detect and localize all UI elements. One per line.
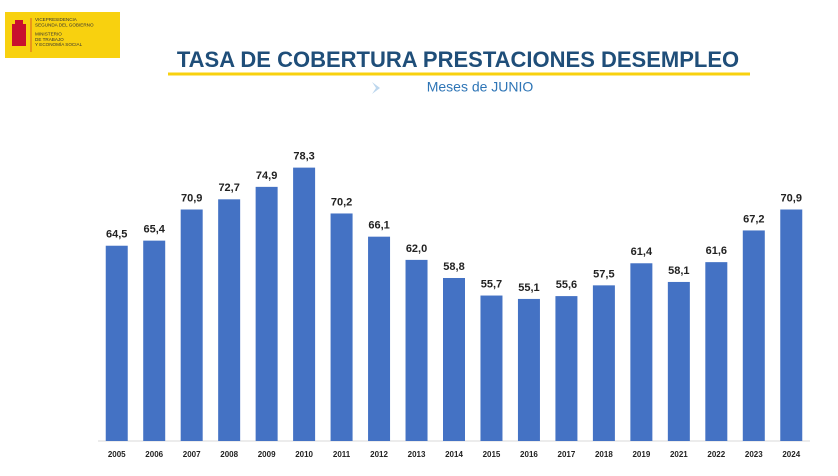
bar <box>592 285 615 441</box>
x-tick-label: 2014 <box>445 450 463 459</box>
value-label: 67,2 <box>743 213 764 225</box>
value-label: 61,4 <box>631 246 653 258</box>
value-label: 55,1 <box>518 282 539 294</box>
x-tick-label: 2009 <box>258 450 276 459</box>
value-label: 55,7 <box>481 278 502 290</box>
x-tick-label: 2016 <box>520 450 538 459</box>
x-tick-label: 2007 <box>183 450 201 459</box>
value-label: 70,9 <box>781 192 802 204</box>
logo-text: VICEPRESIDENCIA <box>35 17 78 22</box>
x-tick-label: 2017 <box>558 450 576 459</box>
bar <box>330 213 353 441</box>
bar <box>667 281 690 441</box>
value-label: 61,6 <box>706 245 727 257</box>
value-label: 72,7 <box>218 182 239 194</box>
bar <box>255 186 278 441</box>
bar <box>705 262 728 441</box>
bar <box>218 199 241 441</box>
x-tick-label: 2015 <box>483 450 501 459</box>
logo-text: MINISTERIO <box>35 32 62 37</box>
x-tick-label: 2021 <box>670 450 688 459</box>
bar <box>742 230 765 441</box>
x-tick-label: 2018 <box>595 450 613 459</box>
bar <box>180 209 203 441</box>
bar <box>405 259 428 441</box>
crown <box>15 20 23 25</box>
value-label: 62,0 <box>406 243 427 255</box>
x-tick-label: 2011 <box>333 450 351 459</box>
x-tick-label: 2005 <box>108 450 126 459</box>
value-label: 55,6 <box>556 279 577 291</box>
logo-text: DE TRABAJO <box>35 37 64 42</box>
x-tick-label: 2023 <box>745 450 763 459</box>
bar <box>368 236 391 441</box>
x-tick-label: 2006 <box>145 450 163 459</box>
bar <box>480 295 503 441</box>
value-label: 58,8 <box>443 261 464 273</box>
chevron <box>372 82 380 94</box>
x-tick-label: 2022 <box>707 450 725 459</box>
x-tick-label: 2012 <box>370 450 388 459</box>
value-label: 64,5 <box>106 229 127 241</box>
chart-title: TASA DE COBERTURA PRESTACIONES DESEMPLEO <box>177 47 739 72</box>
x-tick-label: 2010 <box>295 450 313 459</box>
logo-text: SEGUNDA DEL GOBIERNO <box>35 22 94 27</box>
coat-of-arms <box>12 24 26 46</box>
bar <box>143 240 166 441</box>
bar <box>517 298 540 441</box>
bar <box>293 167 316 441</box>
chart-subtitle: Meses de JUNIO <box>427 79 534 95</box>
bar <box>555 296 578 441</box>
bar <box>443 277 465 441</box>
x-tick-label: 2019 <box>632 450 650 459</box>
value-label: 58,1 <box>668 265 689 277</box>
value-label: 57,5 <box>593 268 614 280</box>
bar <box>105 245 128 441</box>
x-tick-label: 2008 <box>220 450 238 459</box>
value-label: 66,1 <box>368 220 389 232</box>
value-label: 78,3 <box>293 151 314 163</box>
value-label: 70,9 <box>181 192 202 204</box>
value-label: 65,4 <box>143 224 165 236</box>
x-tick-label: 2013 <box>408 450 426 459</box>
value-label: 74,9 <box>256 170 277 182</box>
x-tick-label: 2024 <box>782 450 800 459</box>
bar <box>780 209 803 441</box>
bar <box>630 263 653 441</box>
logo-text: Y ECONOMÍA SOCIAL <box>35 41 83 47</box>
value-label: 70,2 <box>331 196 352 208</box>
